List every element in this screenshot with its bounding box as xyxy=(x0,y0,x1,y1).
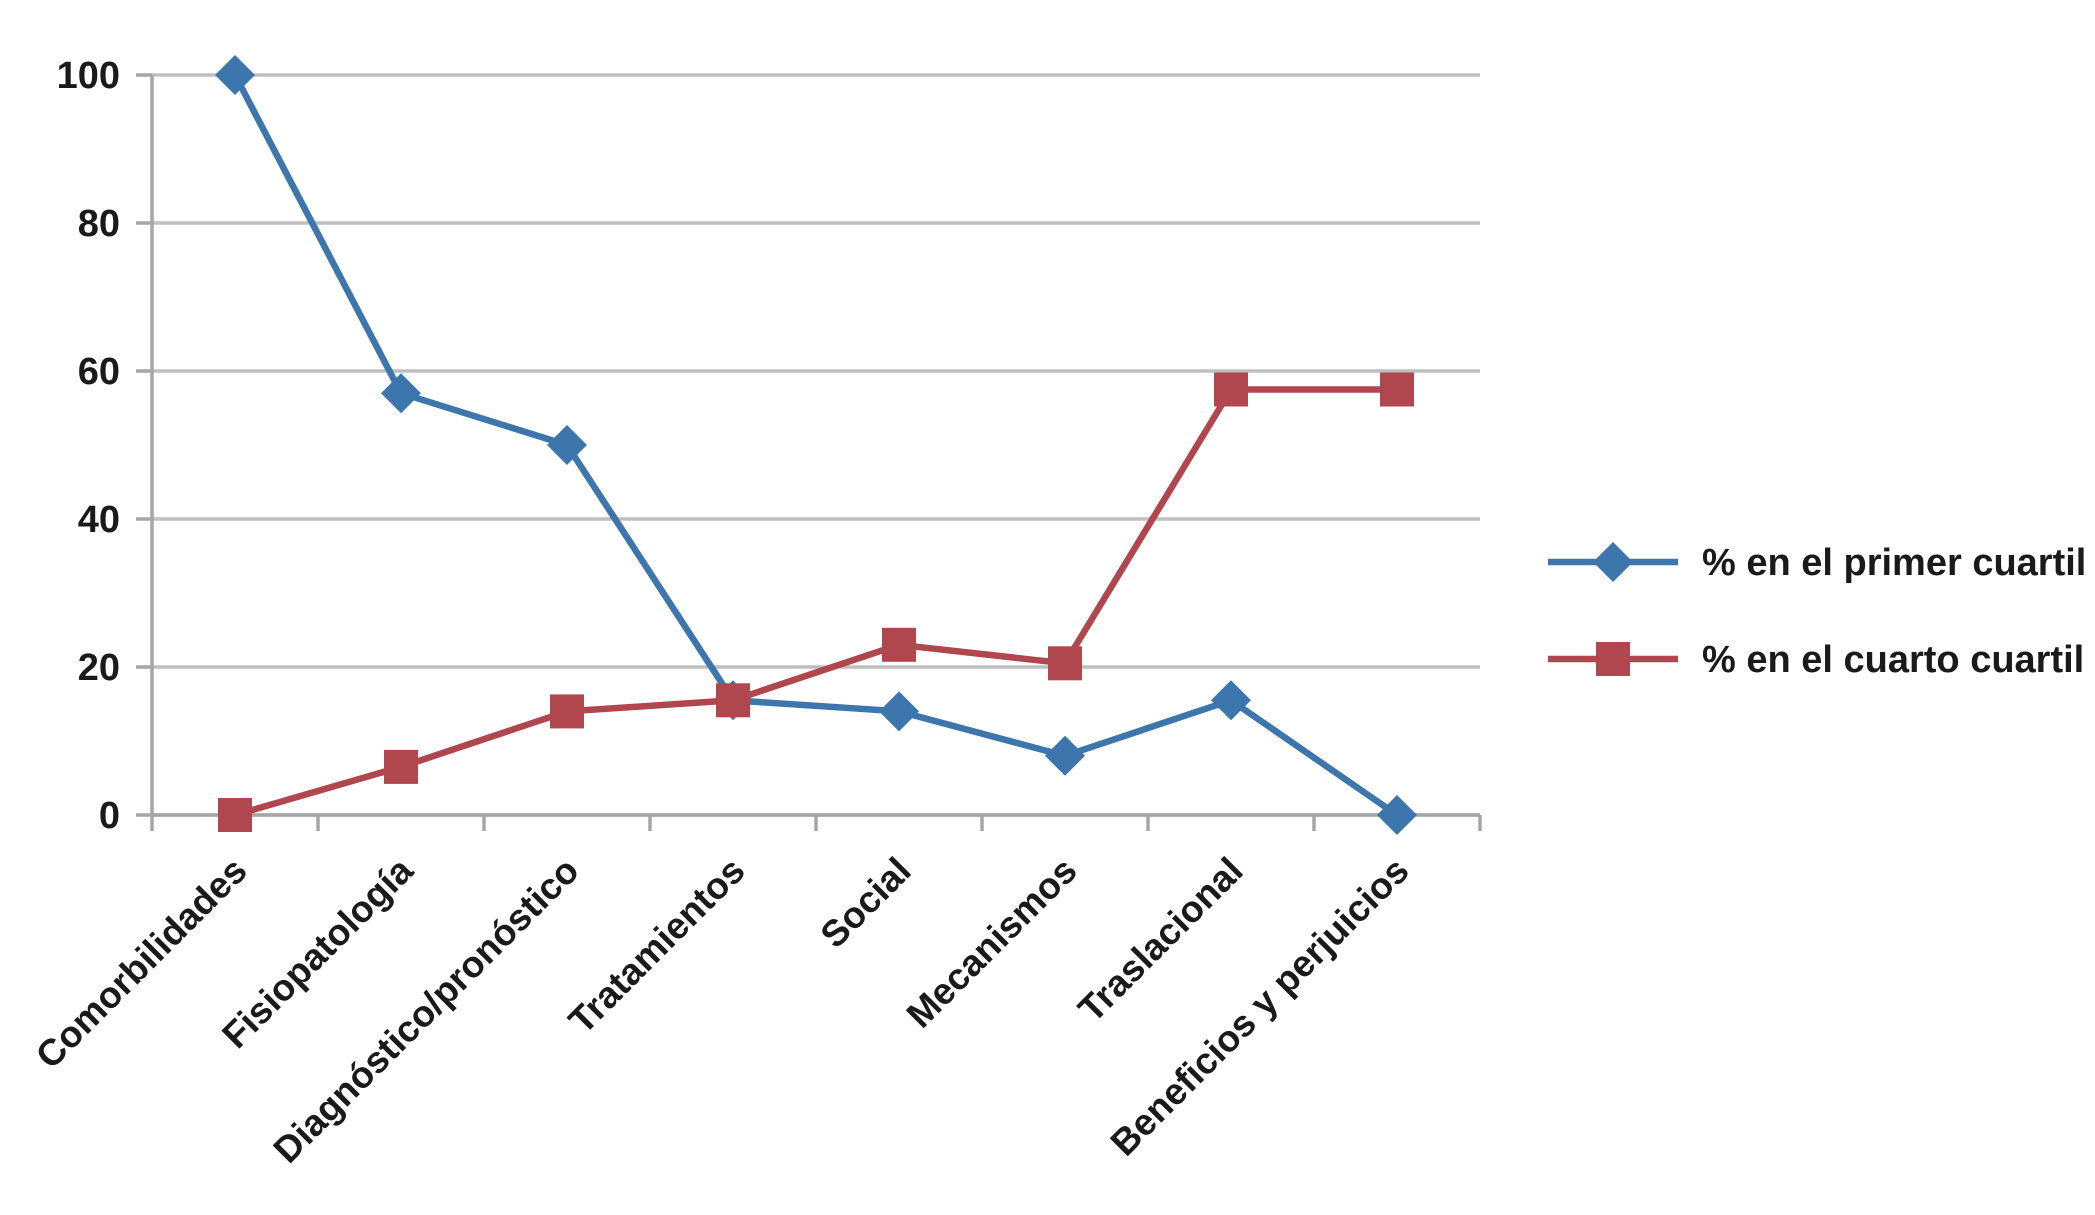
series-1 xyxy=(218,372,1414,832)
category-label-5: Mecanismos xyxy=(899,850,1085,1036)
legend-square-icon xyxy=(1596,642,1630,676)
series-1-marker-6 xyxy=(1214,372,1248,407)
series-1-marker-0 xyxy=(218,798,252,832)
category-label-7: Beneficios y perjuicios xyxy=(1103,850,1417,1164)
legend-item-0: % en el primer cuartil xyxy=(1548,542,2086,584)
category-label-3: Tratamientos xyxy=(561,850,753,1042)
series-1-marker-2 xyxy=(550,694,584,729)
legend-label-0: % en el primer cuartil xyxy=(1702,542,2086,584)
category-label-6: Traslacional xyxy=(1070,850,1250,1030)
series-0-marker-1 xyxy=(381,373,421,414)
legend-diamond-icon xyxy=(1593,542,1633,582)
ytick-label-0: 0 xyxy=(99,795,120,837)
series-0-line xyxy=(231,71,1401,819)
series-0-marker-6 xyxy=(1211,680,1251,721)
series-1-marker-7 xyxy=(1380,372,1414,407)
ytick-label-40: 40 xyxy=(78,499,120,541)
legend-item-1: % en el cuarto cuartil xyxy=(1548,639,2084,681)
ytick-label-60: 60 xyxy=(78,351,120,393)
series-1-marker-3 xyxy=(716,683,750,718)
category-label-0: Comorbilidades xyxy=(28,850,255,1077)
series-0-marker-7 xyxy=(1377,795,1417,835)
ytick-label-20: 20 xyxy=(78,647,120,689)
series-1-marker-4 xyxy=(882,627,916,662)
legend-label-1: % en el cuarto cuartil xyxy=(1702,639,2084,681)
series-0-marker-4 xyxy=(879,691,919,732)
category-label-2: Diagnóstico/pronóstico xyxy=(265,850,586,1171)
series-1-marker-1 xyxy=(384,749,418,784)
series-0-marker-0 xyxy=(215,55,255,95)
series-1-line xyxy=(231,386,1401,819)
series-0-marker-5 xyxy=(1045,735,1085,776)
ytick-label-80: 80 xyxy=(78,203,120,245)
series-0-marker-2 xyxy=(547,425,587,465)
series-0 xyxy=(215,55,1417,835)
series-1-marker-5 xyxy=(1048,646,1082,681)
ytick-label-100: 100 xyxy=(57,55,120,97)
legend: % en el primer cuartil % en el cuarto cua… xyxy=(1548,542,2086,681)
category-label-4: Social xyxy=(813,850,919,956)
